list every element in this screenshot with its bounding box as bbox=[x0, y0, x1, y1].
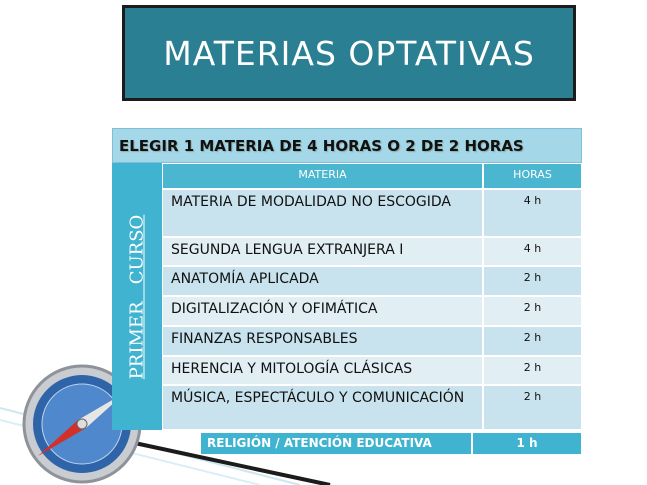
hours: 2 h bbox=[483, 385, 582, 430]
title: MATERIAS OPTATIVAS bbox=[122, 5, 576, 101]
hours: 2 h bbox=[483, 266, 582, 296]
side-label-cell: PRIMER CURSO bbox=[112, 163, 162, 430]
footer-hours: 1 h bbox=[472, 432, 582, 455]
subject: MATERIA DE MODALIDAD NO ESCOGIDA bbox=[162, 189, 483, 237]
instruction: ELEGIR 1 MATERIA DE 4 HORAS O 2 DE 2 HOR… bbox=[112, 128, 582, 163]
subject: MÚSICA, ESPECTÁCULO Y COMUNICACIÓN bbox=[162, 385, 483, 430]
subject: FINANZAS RESPONSABLES bbox=[162, 326, 483, 356]
hours: 4 h bbox=[483, 189, 582, 237]
column-header: MATERIA bbox=[162, 163, 483, 189]
subject: ANATOMÍA APLICADA bbox=[162, 266, 483, 296]
hours: 2 h bbox=[483, 326, 582, 356]
hours: 4 h bbox=[483, 237, 582, 266]
subject: DIGITALIZACIÓN Y OFIMÁTICA bbox=[162, 296, 483, 326]
subject: HERENCIA Y MITOLOGÍA CLÁSICAS bbox=[162, 356, 483, 385]
column-header: HORAS bbox=[483, 163, 582, 189]
subject: SEGUNDA LENGUA EXTRANJERA I bbox=[162, 237, 483, 266]
hours: 2 h bbox=[483, 356, 582, 385]
footer-subject: RELIGIÓN / ATENCIÓN EDUCATIVA bbox=[200, 432, 472, 455]
hours: 2 h bbox=[483, 296, 582, 326]
